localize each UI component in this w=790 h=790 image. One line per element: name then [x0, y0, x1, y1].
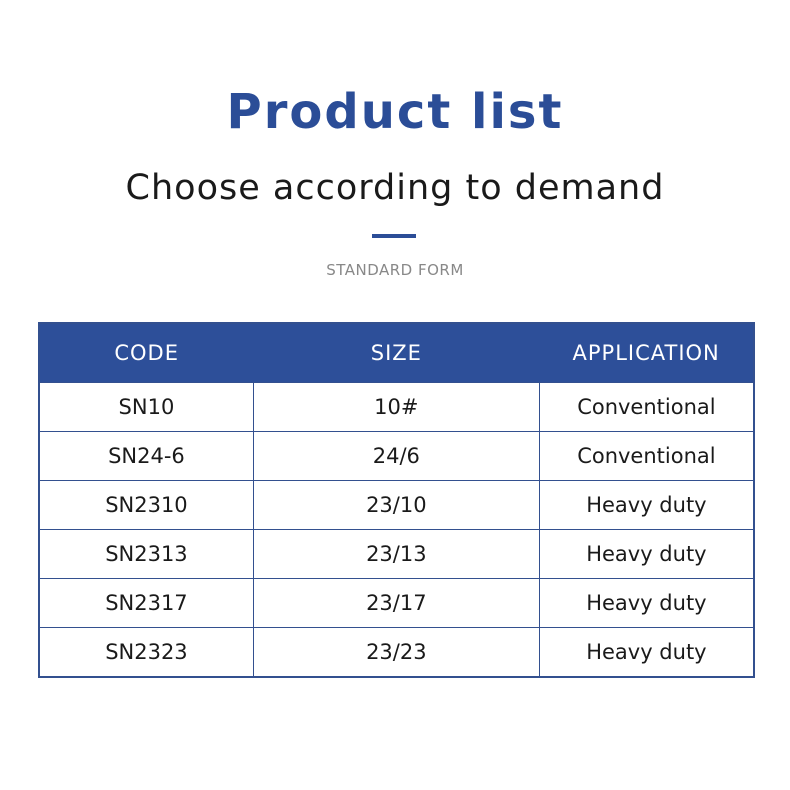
cell-application: Heavy duty [538, 529, 755, 579]
table-row: SN2317 23/17 Heavy duty [38, 578, 755, 628]
cell-size: 23/17 [252, 578, 540, 628]
cell-size: 23/10 [252, 480, 540, 530]
cell-application: Heavy duty [538, 627, 755, 678]
table-header-row: CODE SIZE APPLICATION [39, 323, 754, 383]
cell-code: SN2323 [38, 627, 254, 678]
cell-size: 10# [252, 382, 540, 432]
cell-code: SN10 [38, 382, 254, 432]
form-label: STANDARD FORM [326, 261, 464, 279]
cell-application: Conventional [538, 382, 755, 432]
cell-size: 24/6 [252, 431, 540, 481]
table-row: SN2310 23/10 Heavy duty [38, 480, 755, 530]
cell-code: SN24-6 [38, 431, 254, 481]
table-row: SN2323 23/23 Heavy duty [38, 627, 755, 678]
cell-size: 23/13 [252, 529, 540, 579]
cell-application: Conventional [538, 431, 755, 481]
header-code: CODE [39, 323, 254, 383]
cell-application: Heavy duty [538, 578, 755, 628]
table-row: SN24-6 24/6 Conventional [38, 431, 755, 481]
page-title: Product list [226, 84, 564, 140]
divider [372, 234, 416, 238]
cell-code: SN2310 [38, 480, 254, 530]
table-row: SN10 10# Conventional [38, 382, 755, 432]
table-row: SN2313 23/13 Heavy duty [38, 529, 755, 579]
cell-application: Heavy duty [538, 480, 755, 530]
header-application: APPLICATION [539, 323, 754, 383]
cell-code: SN2317 [38, 578, 254, 628]
page-subtitle: Choose according to demand [125, 168, 665, 208]
product-table: CODE SIZE APPLICATION SN10 10# Conventiona… [38, 322, 755, 678]
header-size: SIZE [253, 323, 540, 383]
cell-size: 23/23 [252, 627, 540, 678]
cell-code: SN2313 [38, 529, 254, 579]
